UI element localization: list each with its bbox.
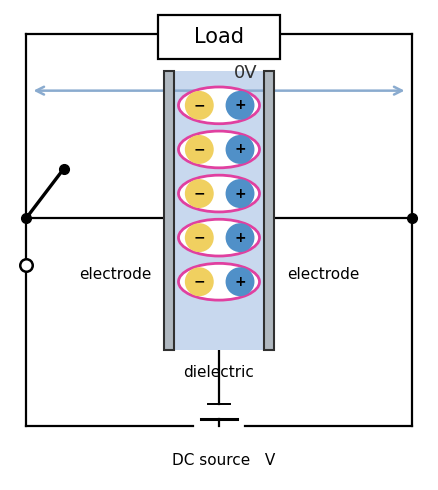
Text: −: −	[194, 275, 205, 289]
Text: DC source   V: DC source V	[172, 453, 275, 468]
Text: +: +	[234, 231, 246, 245]
Text: +: +	[234, 143, 246, 156]
Ellipse shape	[185, 91, 214, 120]
Ellipse shape	[226, 223, 254, 252]
Ellipse shape	[179, 175, 259, 212]
Text: +: +	[234, 98, 246, 112]
Text: −: −	[194, 143, 205, 156]
Ellipse shape	[226, 268, 254, 296]
Ellipse shape	[226, 179, 254, 208]
Bar	[264, 71, 274, 350]
Ellipse shape	[226, 135, 254, 164]
Text: −: −	[194, 187, 205, 200]
Text: dielectric: dielectric	[184, 365, 254, 380]
Ellipse shape	[179, 220, 259, 256]
Bar	[174, 71, 264, 350]
Ellipse shape	[185, 135, 214, 164]
Text: +: +	[234, 275, 246, 289]
Text: electrode: electrode	[79, 267, 151, 282]
Text: +: +	[234, 187, 246, 200]
FancyBboxPatch shape	[158, 15, 280, 59]
Bar	[164, 71, 174, 350]
Text: electrode: electrode	[287, 267, 359, 282]
Text: −: −	[194, 98, 205, 112]
Ellipse shape	[179, 87, 259, 124]
Text: 0V: 0V	[233, 64, 257, 82]
Ellipse shape	[179, 264, 259, 300]
Ellipse shape	[185, 268, 214, 296]
Text: −: −	[194, 231, 205, 245]
Text: Load: Load	[194, 27, 244, 47]
Ellipse shape	[185, 223, 214, 252]
Ellipse shape	[226, 91, 254, 120]
Ellipse shape	[185, 179, 214, 208]
Ellipse shape	[179, 131, 259, 168]
